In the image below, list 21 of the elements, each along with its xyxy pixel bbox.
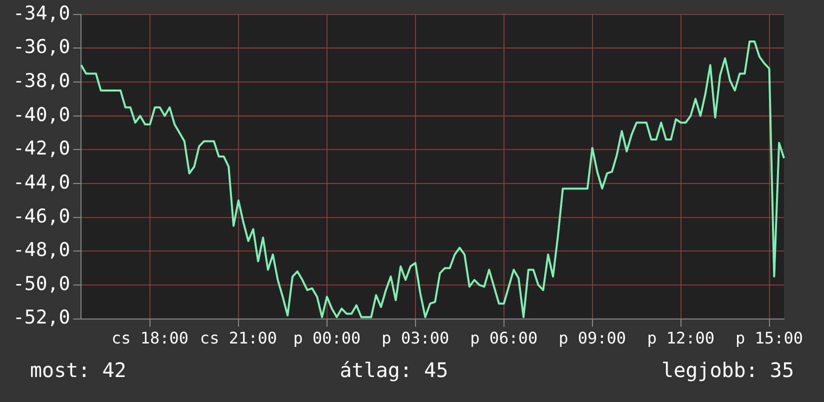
y-tick-label: -34,0: [12, 2, 70, 24]
x-tick-label: p 15:00: [736, 328, 803, 348]
y-tick-label: -52,0: [12, 306, 70, 329]
y-tick-label: -40,0: [12, 104, 70, 126]
y-tick-label: -46,0: [12, 205, 70, 228]
y-tick-label: -36,0: [12, 36, 70, 58]
text: legjobb: 35: [662, 358, 794, 384]
x-tick-label: cs 21:00: [200, 328, 277, 348]
y-tick-label: -38,0: [12, 70, 70, 92]
x-tick-label: p 03:00: [382, 328, 450, 348]
y-tick-label: -48,0: [12, 239, 70, 262]
y-tick-label: -44,0: [12, 171, 70, 194]
x-tick-label: p 09:00: [558, 328, 626, 348]
text: most: 42: [30, 358, 126, 384]
x-tick-label: p 06:00: [470, 328, 538, 348]
x-tick-label: p 12:00: [647, 328, 715, 348]
text: átlag: 45: [340, 358, 448, 384]
y-tick-label: -50,0: [12, 272, 70, 295]
y-tick-label: -42,0: [12, 138, 70, 160]
x-tick-label: cs 18:00: [111, 328, 189, 348]
x-tick-label: p 00:00: [293, 328, 361, 348]
